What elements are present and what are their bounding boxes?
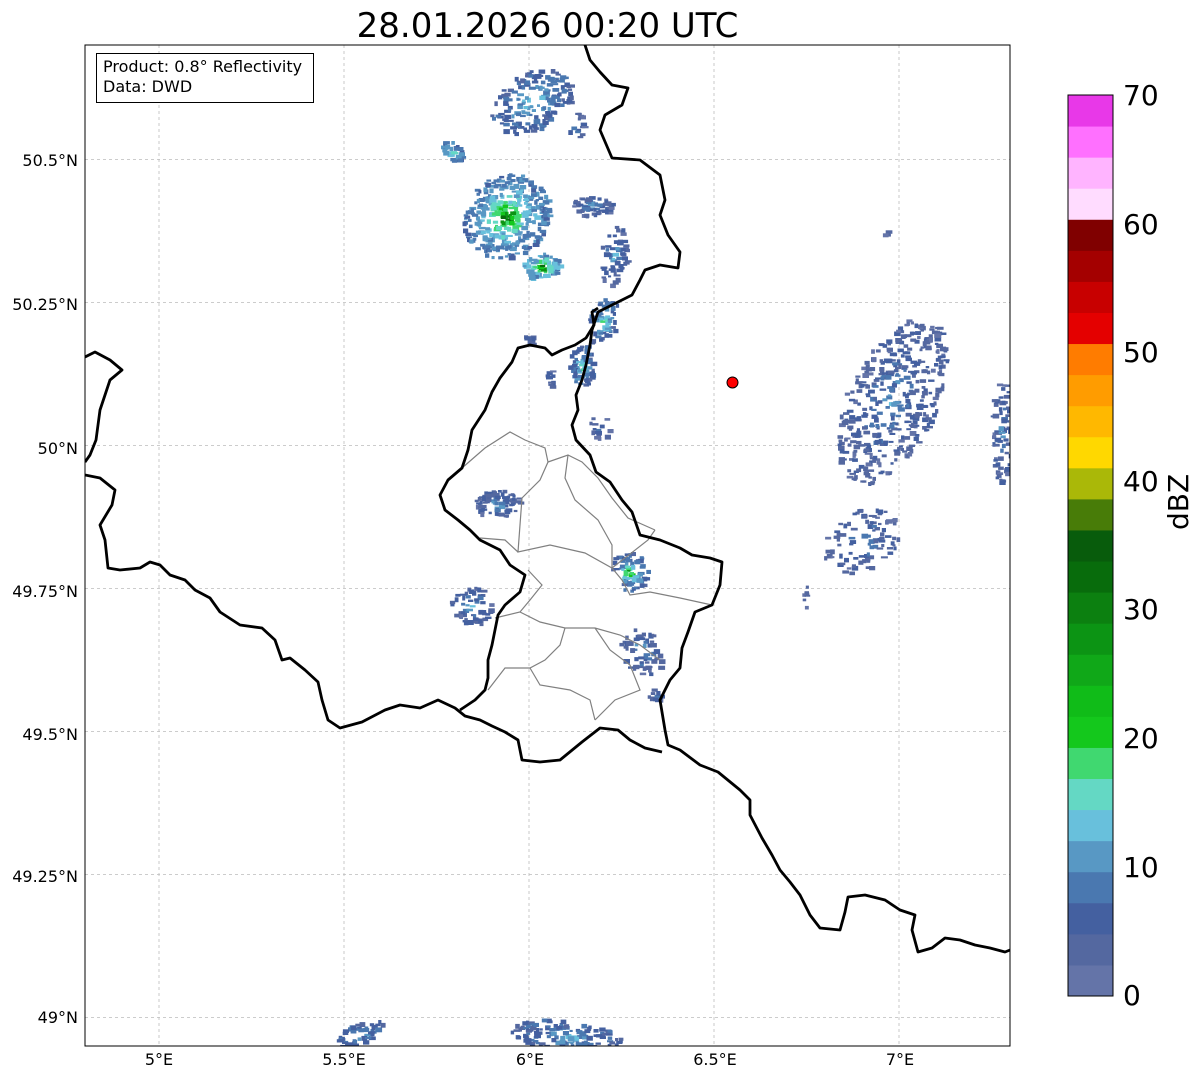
reflectivity-echo xyxy=(600,225,632,289)
colorbar-bin xyxy=(1068,436,1113,469)
colorbar-tick-70: 70 xyxy=(1123,79,1159,112)
reflectivity-echo xyxy=(336,1020,386,1046)
colorbar-bin xyxy=(1068,964,1113,997)
data-source-label: Data: DWD xyxy=(103,77,193,96)
colorbar-tick-20: 20 xyxy=(1123,722,1159,755)
colorbar-bin xyxy=(1068,188,1113,220)
colorbar-bin xyxy=(1068,343,1113,376)
colorbar-bin xyxy=(1068,592,1113,624)
reflectivity-echo xyxy=(449,586,495,627)
colorbar-bin xyxy=(1068,809,1113,842)
lon-label-7: 7°E xyxy=(885,1050,915,1069)
product-label: Product: 0.8° Reflectivity xyxy=(103,57,303,76)
gridlines xyxy=(85,45,1010,1046)
map-title: 28.01.2026 00:20 UTC xyxy=(356,6,739,46)
lat-label-49: 49°N xyxy=(37,1008,78,1027)
reflectivity-layer xyxy=(336,69,1010,1046)
lat-label-49-75: 49.75°N xyxy=(12,582,78,601)
colorbar-bin xyxy=(1068,871,1113,904)
reflectivity-echo xyxy=(619,628,666,677)
colorbar-tick-10: 10 xyxy=(1123,851,1159,884)
colorbar-tick-50: 50 xyxy=(1123,336,1159,369)
reflectivity-echo xyxy=(441,141,467,163)
reflectivity-echo xyxy=(490,69,575,137)
colorbar-bin xyxy=(1068,281,1113,313)
borders-layer xyxy=(85,45,1010,954)
colorbar-tick-0: 0 xyxy=(1123,979,1141,1012)
radar-site-marker xyxy=(726,376,739,389)
lon-label-5: 5°E xyxy=(144,1050,174,1069)
colorbar-frame xyxy=(1067,94,1114,997)
info-box: Product: 0.8° Reflectivity Data: DWD xyxy=(96,53,314,103)
colorbar-tick-30: 30 xyxy=(1123,593,1159,626)
colorbar-bin xyxy=(1068,716,1113,748)
colorbar-bin xyxy=(1068,95,1113,127)
country-borders xyxy=(85,45,1010,954)
colorbar-bin xyxy=(1068,654,1113,686)
reflectivity-echo xyxy=(802,585,811,610)
colorbar-bin xyxy=(1068,902,1113,935)
colorbar-bin xyxy=(1068,250,1113,282)
reflectivity-echo xyxy=(882,230,893,238)
lat-label-49-5: 49.5°N xyxy=(22,725,78,744)
lat-label-50: 50°N xyxy=(37,439,78,458)
reflectivity-echo xyxy=(990,383,1010,485)
colorbar xyxy=(1068,95,1113,997)
colorbar-bin xyxy=(1068,933,1113,966)
reflectivity-echo xyxy=(510,1018,624,1046)
colorbar-bin xyxy=(1068,561,1113,593)
colorbar-bin xyxy=(1068,778,1113,811)
map-frame xyxy=(84,44,1011,1047)
reflectivity-echo xyxy=(611,552,651,593)
reflectivity-echo xyxy=(589,417,614,441)
colorbar-tick-40: 40 xyxy=(1123,465,1159,498)
colorbar-bin xyxy=(1068,498,1113,531)
lon-label-6-5: 6.5°E xyxy=(693,1050,737,1069)
colorbar-bin xyxy=(1068,747,1113,780)
reflectivity-echo xyxy=(522,252,565,281)
reflectivity-echo xyxy=(824,508,901,576)
reflectivity-echo xyxy=(837,319,950,486)
reflectivity-echo xyxy=(568,112,589,139)
colorbar-bin xyxy=(1068,157,1113,189)
colorbar-bin xyxy=(1068,685,1113,717)
colorbar-bin xyxy=(1068,312,1113,345)
lon-label-6: 6°E xyxy=(515,1050,545,1069)
lat-label-49-25: 49.25°N xyxy=(12,867,78,886)
colorbar-bin xyxy=(1068,529,1113,562)
colorbar-bin xyxy=(1068,623,1113,655)
reflectivity-echo xyxy=(462,173,554,261)
colorbar-bin xyxy=(1068,374,1113,407)
colorbar-label: dBZ xyxy=(1162,473,1195,530)
reflectivity-echo xyxy=(568,345,598,387)
reflectivity-echo xyxy=(474,489,525,518)
colorbar-bin xyxy=(1068,467,1113,500)
lat-label-50-25: 50.25°N xyxy=(12,295,78,314)
lat-label-50-5: 50.5°N xyxy=(22,151,78,170)
lon-label-5-5: 5.5°E xyxy=(322,1050,366,1069)
colorbar-tick-60: 60 xyxy=(1123,208,1159,241)
colorbar-bin xyxy=(1068,126,1113,158)
reflectivity-echo xyxy=(545,370,557,389)
colorbar-bin xyxy=(1068,840,1113,873)
colorbar-bin xyxy=(1068,405,1113,438)
reflectivity-echo xyxy=(572,196,616,219)
district-borders xyxy=(461,431,713,721)
colorbar-bin xyxy=(1068,219,1113,251)
